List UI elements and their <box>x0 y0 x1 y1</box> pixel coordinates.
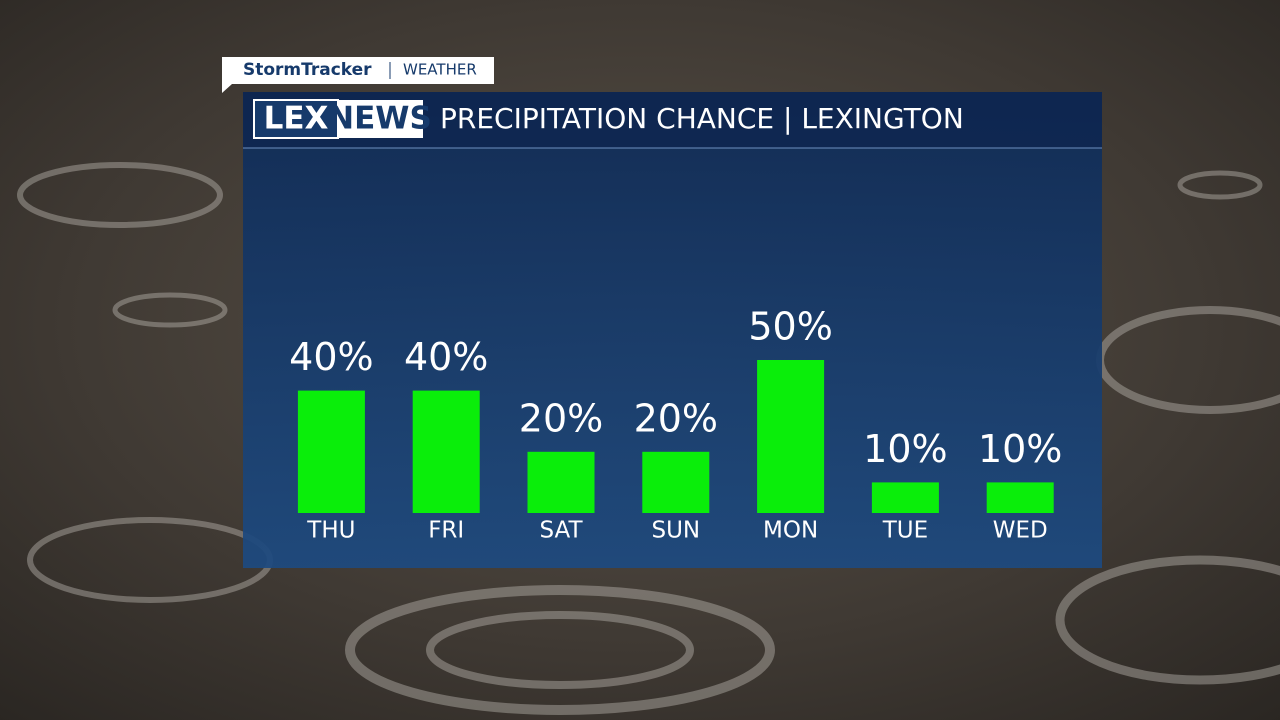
category-label: WED <box>993 518 1048 544</box>
plot: 40% THU 40% FRI 20% SAT 20% SUN 50% MON 10% TUE 10% W… <box>289 305 1062 544</box>
bar <box>642 451 710 513</box>
bar <box>871 482 939 513</box>
bar <box>527 451 595 513</box>
chart-title: PRECIPITATION CHANCE | LEXINGTON <box>440 102 964 135</box>
bar <box>412 390 480 513</box>
category-label: SAT <box>539 518 583 544</box>
value-label: 20% <box>634 396 718 440</box>
value-label: 40% <box>289 335 373 379</box>
bar <box>757 360 825 513</box>
category-label: THU <box>306 518 355 544</box>
category-label: SUN <box>651 518 700 544</box>
logo-right-box <box>338 100 423 138</box>
show-name: StormTracker <box>243 60 372 80</box>
category-label: MON <box>763 518 818 544</box>
section-name: WEATHER <box>403 61 477 79</box>
value-label: 10% <box>863 427 947 471</box>
value-label: 20% <box>519 396 603 440</box>
bar <box>986 482 1054 513</box>
tab-pointer <box>222 84 232 93</box>
logo-left: LEX <box>264 101 329 137</box>
category-label: TUE <box>882 518 928 544</box>
value-label: 10% <box>978 427 1062 471</box>
logo-right: NEWS <box>328 101 432 137</box>
value-label: 40% <box>404 335 488 379</box>
category-label: FRI <box>428 518 464 544</box>
tab <box>222 57 494 84</box>
value-label: 50% <box>748 305 832 349</box>
bar <box>297 390 365 513</box>
